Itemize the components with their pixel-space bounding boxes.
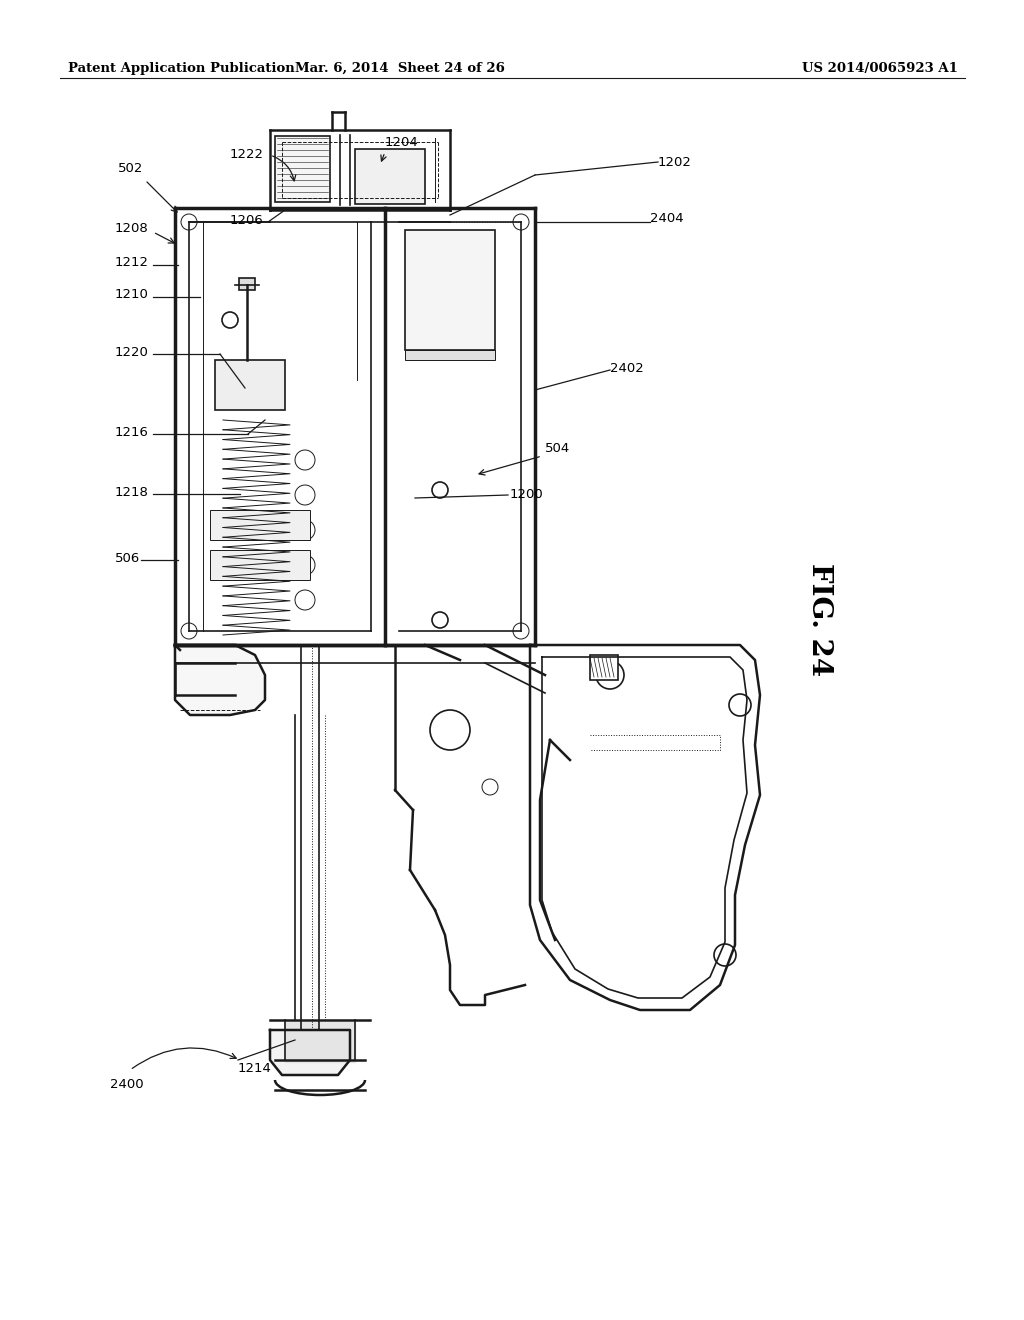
Polygon shape [270, 1030, 350, 1074]
Text: 2402: 2402 [610, 362, 644, 375]
Text: FIG. 24: FIG. 24 [807, 564, 834, 677]
Bar [406, 230, 495, 350]
Bar [210, 510, 310, 540]
Text: 1208: 1208 [115, 222, 148, 235]
Text: 1204: 1204 [385, 136, 419, 149]
Text: 506: 506 [115, 552, 140, 565]
Text: 1220: 1220 [115, 346, 148, 359]
Bar [210, 550, 310, 579]
Text: 1218: 1218 [115, 486, 148, 499]
Text: Patent Application Publication: Patent Application Publication [68, 62, 295, 75]
Text: 1202: 1202 [658, 156, 692, 169]
Text: 1216: 1216 [115, 425, 148, 438]
Bar [239, 279, 255, 290]
Text: 1200: 1200 [510, 488, 544, 502]
Text: 1212: 1212 [115, 256, 150, 269]
Text: Mar. 6, 2014  Sheet 24 of 26: Mar. 6, 2014 Sheet 24 of 26 [295, 62, 505, 75]
Bar [406, 350, 495, 360]
Text: 502: 502 [118, 161, 143, 174]
Text: 2400: 2400 [110, 1078, 143, 1092]
Text: 1214: 1214 [238, 1061, 272, 1074]
Bar [215, 360, 285, 411]
Polygon shape [285, 1022, 355, 1063]
Bar [355, 149, 425, 205]
Text: 2404: 2404 [650, 211, 684, 224]
Text: 1222: 1222 [230, 149, 264, 161]
Text: 1210: 1210 [115, 289, 148, 301]
Bar [275, 136, 330, 202]
Text: 504: 504 [545, 441, 570, 454]
Text: US 2014/0065923 A1: US 2014/0065923 A1 [802, 62, 958, 75]
Polygon shape [175, 645, 265, 715]
Bar [590, 655, 618, 680]
Text: 1206: 1206 [230, 214, 264, 227]
